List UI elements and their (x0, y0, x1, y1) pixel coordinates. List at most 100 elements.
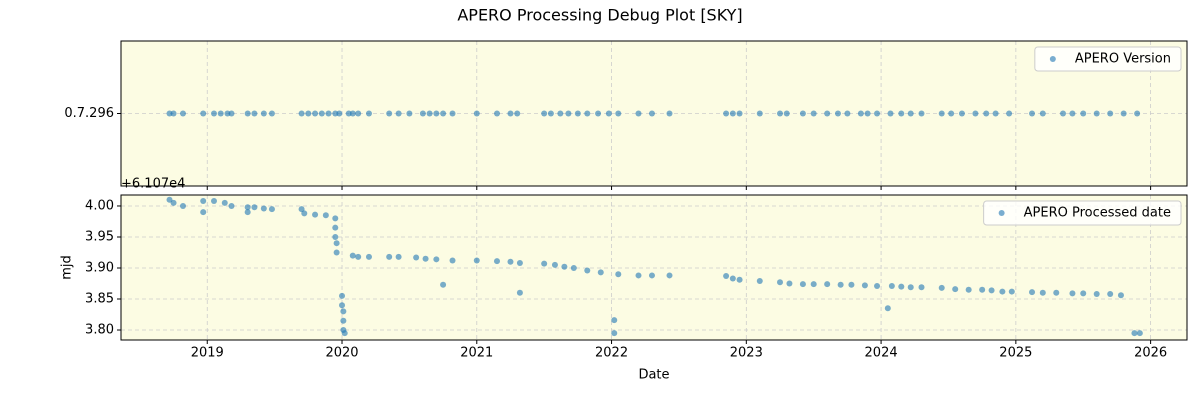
data-point (244, 209, 251, 216)
data-point (736, 110, 743, 117)
data-point (810, 110, 817, 117)
axes-frame (120, 40, 1188, 187)
data-point (440, 110, 447, 117)
data-point (938, 110, 945, 117)
data-point (777, 110, 784, 117)
legend: APERO Processed date (983, 200, 1182, 226)
data-point (200, 209, 207, 216)
data-point (972, 110, 979, 117)
data-point (848, 281, 855, 288)
data-point (493, 110, 500, 117)
data-point (355, 253, 362, 260)
data-point (166, 196, 173, 203)
data-point (810, 281, 817, 288)
data-point (898, 283, 905, 290)
data-point (341, 330, 348, 337)
data-point (244, 204, 251, 211)
legend-box (1034, 46, 1182, 72)
data-point (799, 281, 806, 288)
data-point (251, 110, 258, 117)
data-point (898, 110, 905, 117)
data-point (1131, 330, 1138, 337)
data-point (413, 254, 420, 261)
data-point (887, 110, 894, 117)
data-point (395, 110, 402, 117)
data-point (1093, 110, 1100, 117)
data-point (339, 302, 346, 309)
legend-marker (1049, 56, 1056, 62)
data-point (336, 110, 343, 117)
data-point (340, 308, 347, 315)
data-point (611, 330, 618, 337)
figure-title: APERO Processing Debug Plot [SKY] (457, 6, 742, 25)
legend-box (983, 200, 1182, 226)
data-point (983, 110, 990, 117)
data-point (365, 253, 372, 260)
data-point (473, 257, 480, 264)
data-point (340, 317, 347, 324)
data-point (1060, 110, 1067, 117)
data-point (322, 212, 329, 219)
x-tick-label: 2020 (325, 346, 358, 361)
data-point (493, 258, 500, 265)
data-point (228, 202, 235, 209)
data-point (386, 110, 393, 117)
data-point (1008, 288, 1015, 295)
data-point (979, 286, 986, 293)
data-point (355, 110, 362, 117)
data-point (907, 284, 914, 291)
x-tick-label: 2025 (999, 346, 1032, 361)
data-point (988, 287, 995, 294)
legend-marker (998, 210, 1005, 216)
data-point (332, 224, 339, 231)
data-point (824, 281, 831, 288)
data-point (301, 210, 308, 217)
data-point (333, 240, 340, 247)
axes-frame (120, 194, 1188, 341)
x-tick-label: 2023 (730, 346, 763, 361)
data-point (723, 110, 730, 117)
data-point (570, 264, 577, 271)
data-point (611, 317, 618, 324)
data-point (864, 110, 871, 117)
data-point (349, 110, 356, 117)
data-point (170, 199, 177, 206)
data-point (251, 204, 258, 211)
data-point (298, 206, 305, 213)
data-point (948, 110, 955, 117)
data-point (1069, 110, 1076, 117)
legend: APERO Version (1034, 46, 1182, 72)
data-point (666, 110, 673, 117)
data-point (756, 110, 763, 117)
data-point (999, 288, 1006, 295)
data-point (648, 110, 655, 117)
data-point (786, 280, 793, 287)
data-point (514, 110, 521, 117)
data-point (1093, 291, 1100, 298)
data-point (507, 110, 514, 117)
data-point (312, 211, 319, 218)
data-point (615, 110, 622, 117)
data-point (541, 260, 548, 267)
data-point (834, 110, 841, 117)
data-point (1006, 110, 1013, 117)
data-point (605, 110, 612, 117)
data-point (507, 258, 514, 265)
data-point (179, 202, 186, 209)
data-point (541, 110, 548, 117)
x-tick-label: 2026 (1134, 346, 1167, 361)
data-point (799, 110, 806, 117)
data-point (268, 110, 275, 117)
data-point (426, 110, 433, 117)
data-point (298, 110, 305, 117)
data-point (565, 110, 572, 117)
offset-text: +6.107e4 (121, 177, 185, 192)
data-point (574, 110, 581, 117)
x-tick-label: 2022 (595, 346, 628, 361)
data-point (1069, 290, 1076, 297)
data-point (729, 110, 736, 117)
data-point (221, 199, 228, 206)
y-axis-label: mjd (60, 255, 75, 280)
data-point (325, 110, 332, 117)
data-point (332, 233, 339, 240)
